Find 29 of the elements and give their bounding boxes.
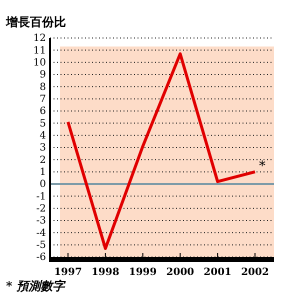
y-tick-label: 3 (40, 142, 46, 154)
y-tick-label: -3 (36, 216, 46, 227)
x-tick-label: 2002 (241, 267, 269, 278)
y-tick-label: -4 (36, 228, 46, 239)
y-tick-label: 12 (33, 33, 46, 44)
x-tick-label: 1998 (91, 267, 120, 278)
y-tick-label: 2 (40, 154, 46, 166)
y-tick-label: 1 (40, 167, 46, 178)
y-tick-label: 11 (33, 45, 46, 56)
x-tick-label: 1997 (54, 267, 82, 278)
y-tick-label: -2 (36, 204, 46, 215)
chart-title: 增長百份比 (5, 15, 66, 29)
y-tick-label: -5 (36, 240, 46, 252)
y-tick-label: 8 (40, 82, 46, 93)
y-tick-label: 0 (40, 179, 46, 190)
y-tick-label: 5 (40, 118, 46, 130)
x-tick-label: 2001 (204, 267, 232, 278)
text: * 預測數字 (6, 279, 66, 293)
y-tick-label: 4 (40, 130, 46, 142)
line-series (66, 52, 256, 250)
x-tick-label: 2000 (166, 267, 194, 278)
annotation: * (259, 158, 266, 174)
y-tick-label: 7 (40, 94, 46, 106)
y-tick-label: -1 (36, 191, 46, 202)
y-tick-label: -6 (36, 252, 46, 264)
y-tick-label: 10 (33, 58, 46, 69)
y-tick-label: 9 (40, 70, 46, 81)
y-tick-label: 6 (40, 106, 46, 118)
x-tick-label: 1999 (128, 267, 157, 278)
